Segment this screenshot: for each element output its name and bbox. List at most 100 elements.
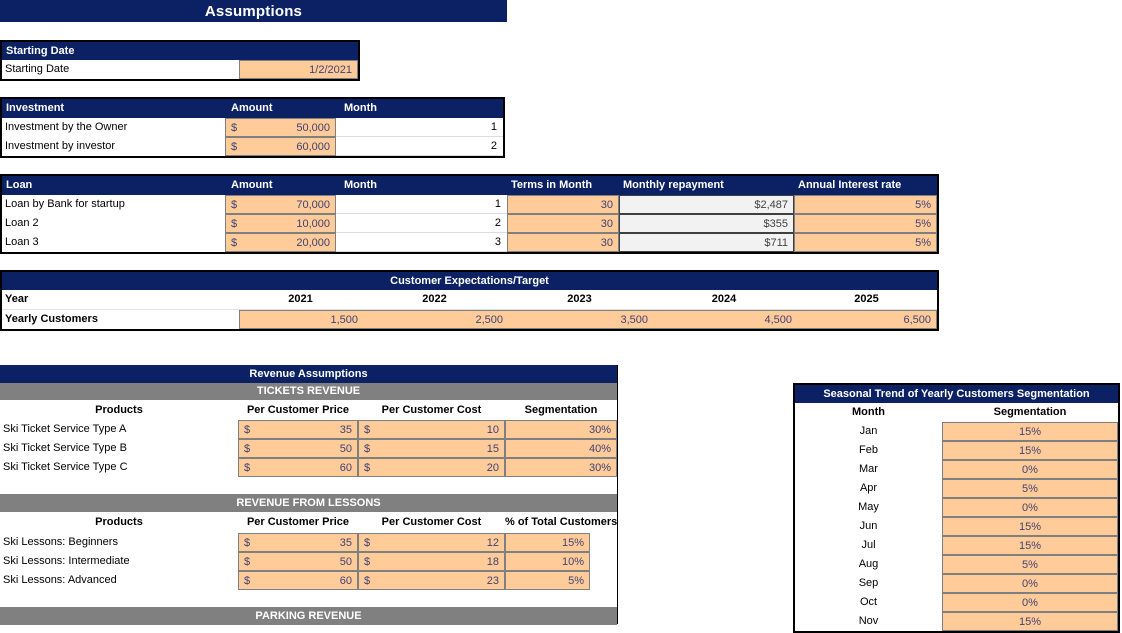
- loan-row-label: Loan by Bank for startup: [5, 198, 125, 210]
- table-row: Ski Lessons: Beginners $ 35 $ 12 15%: [0, 533, 617, 552]
- seasonal-header-month: Month: [852, 406, 885, 418]
- table-row: Investment by investor $ 60,000 2: [2, 137, 503, 156]
- seasonal-feb-cell[interactable]: 15%: [942, 441, 1118, 460]
- month-label: Jul: [861, 539, 876, 551]
- seasonal-mar-cell[interactable]: 0%: [942, 460, 1118, 479]
- ticket-b-segmentation-cell[interactable]: 40%: [505, 439, 617, 458]
- price-value: 60: [339, 462, 352, 474]
- seasonal-jun-cell[interactable]: 15%: [942, 517, 1118, 536]
- currency-symbol: $: [244, 537, 251, 549]
- seasonal-apr-cell[interactable]: 5%: [942, 479, 1118, 498]
- month-label: Jun: [859, 520, 878, 532]
- year-cell: 2025: [854, 293, 879, 305]
- table-row: Jan 15%: [795, 422, 1118, 441]
- currency-symbol: $: [231, 237, 238, 249]
- loan3-amount-cell[interactable]: $ 20,000: [225, 233, 336, 252]
- currency-symbol: $: [364, 575, 371, 587]
- currency-symbol: $: [364, 443, 371, 455]
- lesson-row-label: Ski Lessons: Beginners: [3, 536, 118, 548]
- month-label: Jan: [859, 425, 878, 437]
- table-row: Ski Ticket Service Type B $ 50 $ 15 40%: [0, 439, 617, 458]
- ticket-c-price-cell[interactable]: $ 60: [238, 458, 358, 477]
- ticket-a-cost-cell[interactable]: $ 10: [358, 420, 505, 439]
- lessons-beginners-cost-cell[interactable]: $ 12: [358, 533, 505, 552]
- table-row: Oct 0%: [795, 593, 1118, 612]
- investment-header-amount: Amount: [231, 102, 273, 114]
- investment-investor-amount-cell[interactable]: $ 60,000: [225, 137, 336, 156]
- table-row: Starting Date 1/2/2021: [2, 60, 358, 79]
- table-row: May 0%: [795, 498, 1118, 517]
- ticket-a-segmentation-cell[interactable]: 30%: [505, 420, 617, 439]
- lessons-intermediate-pct-cell[interactable]: 10%: [505, 552, 590, 571]
- seasonal-may-cell[interactable]: 0%: [942, 498, 1118, 517]
- lessons-intermediate-price-cell[interactable]: $ 50: [238, 552, 358, 571]
- amount-value: 50,000: [296, 122, 330, 134]
- seasonal-oct-cell[interactable]: 0%: [942, 593, 1118, 612]
- seasonal-sep-cell[interactable]: 0%: [942, 574, 1118, 593]
- yearly-customers-cell[interactable]: 1,500: [330, 314, 358, 326]
- ticket-c-cost-cell[interactable]: $ 20: [358, 458, 505, 477]
- investment-owner-month-cell: 1: [336, 118, 503, 137]
- loan3-rate-cell[interactable]: 5%: [794, 233, 937, 252]
- loan2-amount-cell[interactable]: $ 10,000: [225, 214, 336, 233]
- yearly-customers-cell[interactable]: 2,500: [475, 314, 503, 326]
- table-row: Loan 3 $ 20,000 3 30 $711 5%: [2, 233, 937, 252]
- tickets-header-cost: Per Customer Cost: [381, 404, 482, 416]
- customer-target-title-bar: Customer Expectations/Target: [2, 272, 937, 290]
- seasonal-nov-cell[interactable]: 15%: [942, 612, 1118, 631]
- loan-header-rate: Annual Interest rate: [798, 179, 902, 191]
- loan1-terms-cell[interactable]: 30: [507, 195, 619, 214]
- loan2-rate-cell[interactable]: 5%: [794, 214, 937, 233]
- loan3-terms-cell[interactable]: 30: [507, 233, 619, 252]
- investment-row-label: Investment by investor: [5, 140, 116, 152]
- ticket-b-price-cell[interactable]: $ 50: [238, 439, 358, 458]
- month-label: May: [858, 501, 879, 513]
- ticket-row-label: Ski Ticket Service Type A: [3, 423, 127, 435]
- lessons-advanced-pct-cell[interactable]: 5%: [505, 571, 590, 590]
- currency-symbol: $: [364, 556, 371, 568]
- yearly-customers-cell[interactable]: 4,500: [764, 314, 792, 326]
- investment-owner-amount-cell[interactable]: $ 50,000: [225, 118, 336, 137]
- lessons-header-cost: Per Customer Cost: [381, 516, 482, 528]
- ticket-c-segmentation-cell[interactable]: 30%: [505, 458, 617, 477]
- seasonal-aug-cell[interactable]: 5%: [942, 555, 1118, 574]
- table-row: Ski Ticket Service Type C $ 60 $ 20 30%: [0, 458, 617, 477]
- yearly-customers-cell[interactable]: 6,500: [903, 314, 931, 326]
- table-row: Ski Lessons: Intermediate $ 50 $ 18 10%: [0, 552, 617, 571]
- yearly-customers-input-strip[interactable]: 1,500 2,500 3,500 4,500 6,500: [239, 310, 937, 329]
- currency-symbol: $: [231, 122, 238, 134]
- table-row: Sep 0%: [795, 574, 1118, 593]
- starting-date-input-cell[interactable]: 1/2/2021: [239, 60, 358, 79]
- lessons-beginners-pct-cell[interactable]: 15%: [505, 533, 590, 552]
- loan2-terms-cell[interactable]: 30: [507, 214, 619, 233]
- table-row: Aug 5%: [795, 555, 1118, 574]
- lesson-row-label: Ski Lessons: Intermediate: [3, 555, 130, 567]
- ticket-a-price-cell[interactable]: $ 35: [238, 420, 358, 439]
- loan-header-month: Month: [344, 179, 377, 191]
- seasonal-jul-cell[interactable]: 15%: [942, 536, 1118, 555]
- loan1-amount-cell[interactable]: $ 70,000: [225, 195, 336, 214]
- lessons-intermediate-cost-cell[interactable]: $ 18: [358, 552, 505, 571]
- lessons-advanced-cost-cell[interactable]: $ 23: [358, 571, 505, 590]
- year-cell: 2021: [288, 293, 313, 305]
- seasonal-jan-cell[interactable]: 15%: [942, 422, 1118, 441]
- cost-value: 18: [486, 556, 499, 568]
- cost-value: 23: [486, 575, 499, 587]
- loan1-month-cell: 1: [336, 195, 507, 214]
- yearly-customers-cell[interactable]: 3,500: [620, 314, 648, 326]
- table-row: Loan 2 $ 10,000 2 30 $355 5%: [2, 214, 937, 233]
- lessons-advanced-price-cell[interactable]: $ 60: [238, 571, 358, 590]
- table-row: Loan by Bank for startup $ 70,000 1 30 $…: [2, 195, 937, 214]
- lessons-beginners-price-cell[interactable]: $ 35: [238, 533, 358, 552]
- cost-value: 10: [486, 424, 499, 436]
- month-label: Aug: [858, 558, 879, 570]
- seasonal-trend-title: Seasonal Trend of Yearly Customers Segme…: [823, 388, 1090, 400]
- table-row: Ski Lessons: Advanced $ 60 $ 23 5%: [0, 571, 617, 590]
- ticket-b-cost-cell[interactable]: $ 15: [358, 439, 505, 458]
- lesson-row-label: Ski Lessons: Advanced: [3, 574, 117, 586]
- investment-table: Investment Amount Month Investment by th…: [0, 97, 505, 158]
- loan1-rate-cell[interactable]: 5%: [794, 195, 937, 214]
- tickets-header-products: Products: [95, 404, 143, 416]
- parking-revenue-section-label: PARKING REVENUE: [255, 610, 362, 622]
- starting-date-row-label: Starting Date: [5, 63, 70, 75]
